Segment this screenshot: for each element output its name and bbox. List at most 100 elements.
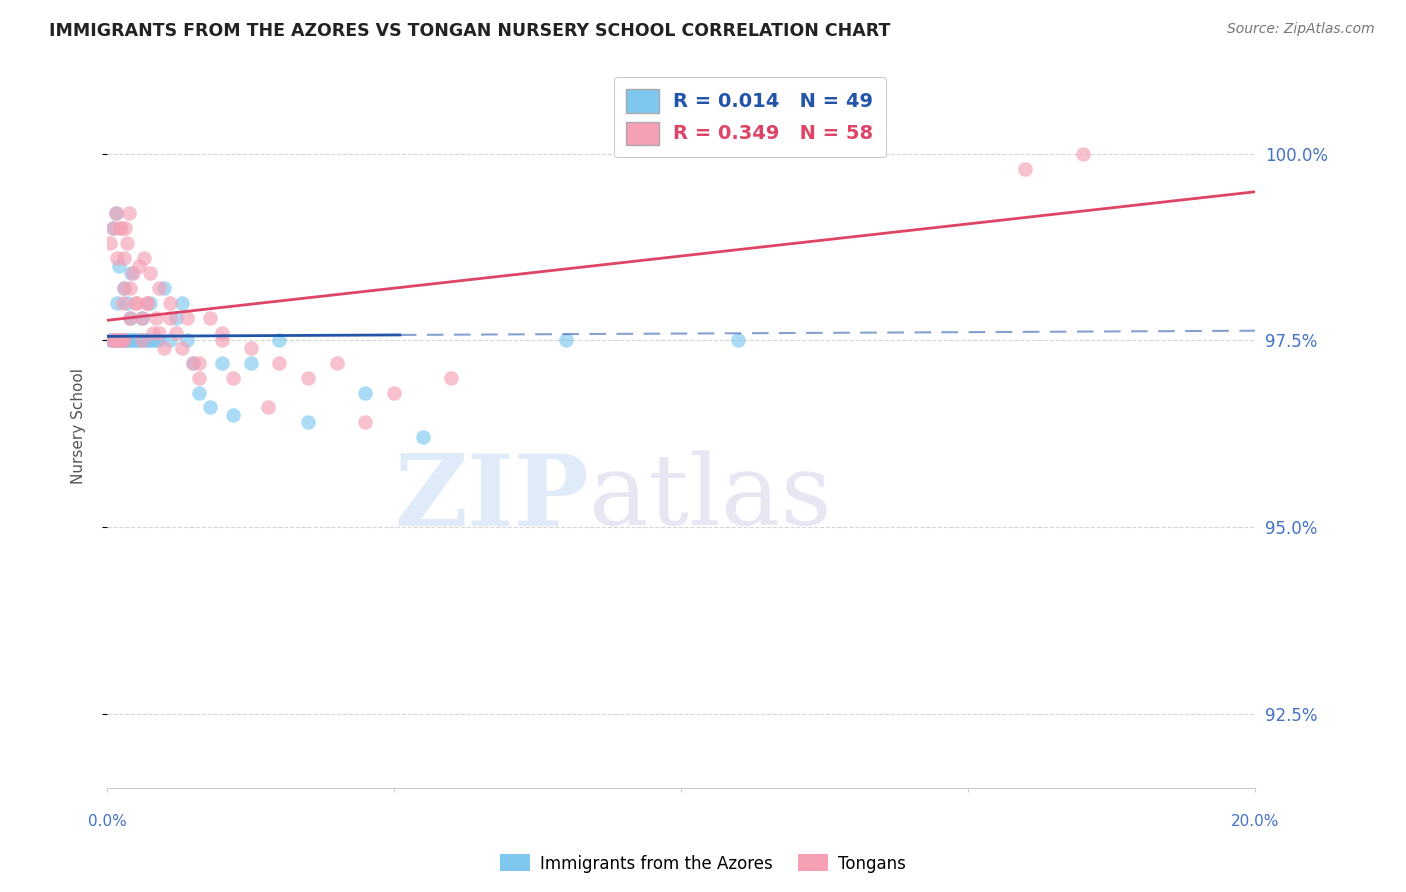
Point xyxy=(103,333,125,347)
Point xyxy=(181,356,204,370)
Point xyxy=(112,333,135,347)
Point xyxy=(101,221,124,235)
Point xyxy=(325,356,347,370)
Point xyxy=(200,310,222,325)
Point xyxy=(170,341,193,355)
Point xyxy=(1014,161,1036,176)
Point xyxy=(440,370,463,384)
Point xyxy=(165,310,187,325)
Point xyxy=(101,221,124,235)
Point xyxy=(104,206,127,220)
Point xyxy=(269,333,291,347)
Point xyxy=(125,296,148,310)
Point xyxy=(136,333,159,347)
Point xyxy=(222,408,245,422)
Point xyxy=(115,296,138,310)
Point xyxy=(110,333,132,347)
Point xyxy=(142,326,165,340)
Point xyxy=(115,333,138,347)
Point xyxy=(112,333,135,347)
Text: atlas: atlas xyxy=(589,450,832,547)
Point xyxy=(120,266,142,280)
Point xyxy=(125,333,148,347)
Point xyxy=(148,333,170,347)
Point xyxy=(165,326,187,340)
Point xyxy=(148,281,170,295)
Point xyxy=(142,333,165,347)
Point xyxy=(153,341,176,355)
Point xyxy=(128,333,150,347)
Point xyxy=(145,333,167,347)
Point xyxy=(103,333,125,347)
Point xyxy=(153,281,176,295)
Point xyxy=(136,296,159,310)
Point xyxy=(115,236,138,251)
Point xyxy=(112,251,135,265)
Point xyxy=(118,281,141,295)
Point xyxy=(239,341,262,355)
Point xyxy=(727,333,749,347)
Point xyxy=(139,333,162,347)
Point xyxy=(134,251,156,265)
Point xyxy=(139,266,162,280)
Point xyxy=(1071,146,1094,161)
Point xyxy=(118,310,141,325)
Point xyxy=(297,370,319,384)
Point xyxy=(122,333,145,347)
Point xyxy=(110,221,132,235)
Point xyxy=(100,333,122,347)
Point xyxy=(211,356,233,370)
Point xyxy=(104,333,127,347)
Point xyxy=(107,221,129,235)
Point xyxy=(145,310,167,325)
Point xyxy=(107,296,129,310)
Point xyxy=(354,416,377,430)
Point xyxy=(118,333,141,347)
Point xyxy=(114,221,136,235)
Point xyxy=(104,333,127,347)
Point xyxy=(107,333,129,347)
Point xyxy=(110,333,132,347)
Point xyxy=(159,333,181,347)
Point xyxy=(187,356,209,370)
Point xyxy=(211,326,233,340)
Point xyxy=(354,385,377,400)
Point xyxy=(112,296,135,310)
Point xyxy=(108,333,131,347)
Point xyxy=(112,281,135,295)
Y-axis label: Nursery School: Nursery School xyxy=(72,368,86,484)
Point xyxy=(159,310,181,325)
Point xyxy=(131,310,153,325)
Point xyxy=(159,296,181,310)
Text: IMMIGRANTS FROM THE AZORES VS TONGAN NURSERY SCHOOL CORRELATION CHART: IMMIGRANTS FROM THE AZORES VS TONGAN NUR… xyxy=(49,22,890,40)
Point xyxy=(110,333,132,347)
Point xyxy=(118,206,141,220)
Point xyxy=(98,333,121,347)
Point xyxy=(256,401,278,415)
Point xyxy=(139,296,162,310)
Point xyxy=(104,206,127,220)
Point xyxy=(382,385,405,400)
Point xyxy=(107,251,129,265)
Point xyxy=(222,370,245,384)
Point xyxy=(269,356,291,370)
Point xyxy=(297,416,319,430)
Point xyxy=(134,333,156,347)
Point xyxy=(187,370,209,384)
Point xyxy=(118,310,141,325)
Point xyxy=(108,333,131,347)
Point xyxy=(555,333,578,347)
Text: 20.0%: 20.0% xyxy=(1230,814,1279,830)
Point xyxy=(122,333,145,347)
Point xyxy=(107,259,129,273)
Legend: Immigrants from the Azores, Tongans: Immigrants from the Azores, Tongans xyxy=(494,847,912,880)
Point xyxy=(211,333,233,347)
Point xyxy=(131,310,153,325)
Point xyxy=(128,259,150,273)
Point xyxy=(131,333,153,347)
Text: Source: ZipAtlas.com: Source: ZipAtlas.com xyxy=(1227,22,1375,37)
Point xyxy=(112,281,135,295)
Point xyxy=(200,401,222,415)
Point xyxy=(176,333,198,347)
Text: 0.0%: 0.0% xyxy=(87,814,127,830)
